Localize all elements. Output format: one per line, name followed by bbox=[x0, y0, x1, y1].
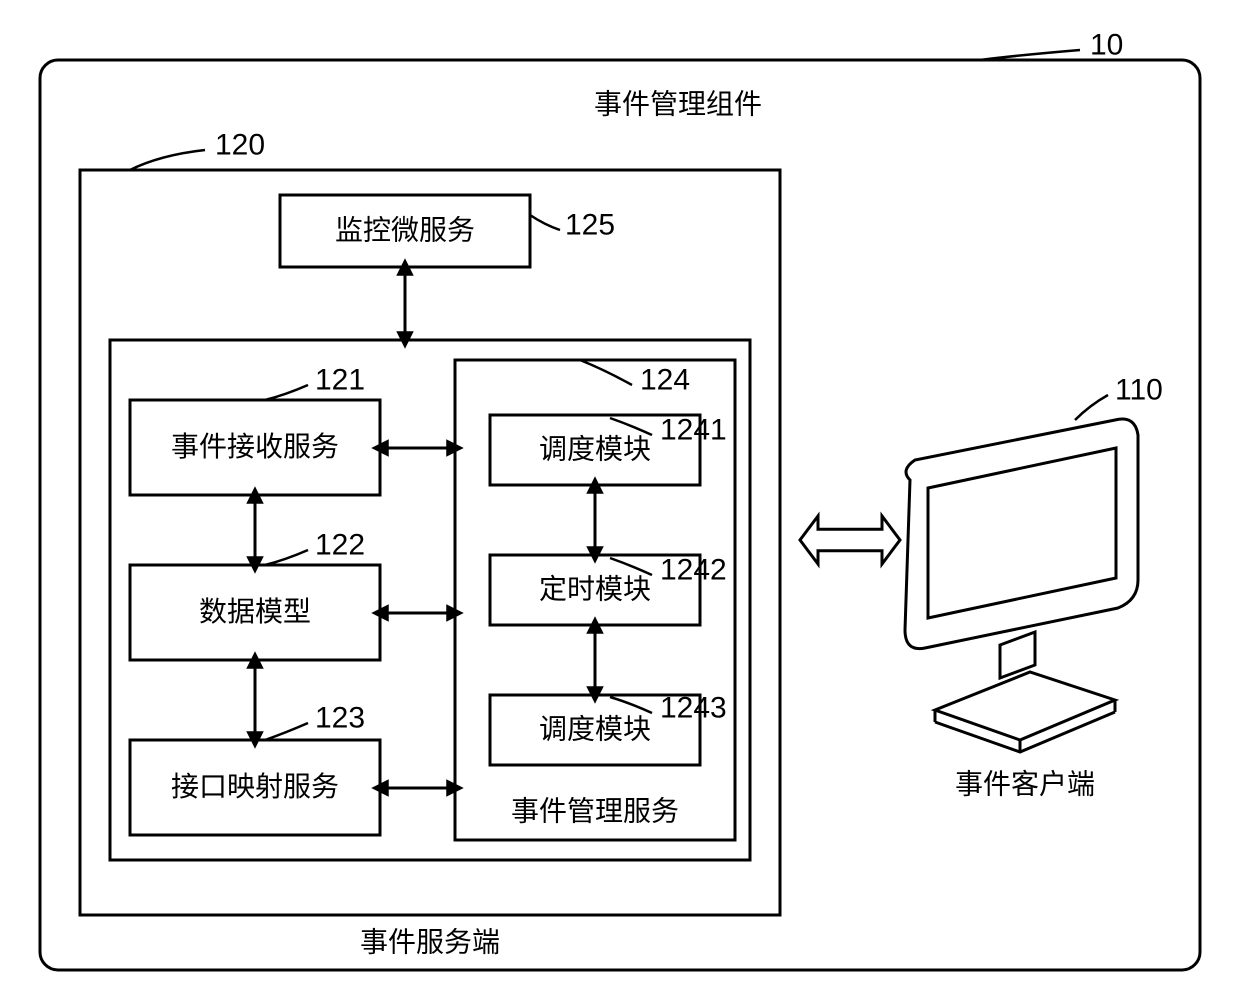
sched2-box-label: 调度模块 bbox=[539, 714, 651, 746]
ref-125: 125 bbox=[565, 209, 615, 242]
ref-1243: 1243 bbox=[660, 692, 727, 725]
ref-110: 110 bbox=[1115, 374, 1163, 407]
monitor-box-label: 监控微服务 bbox=[335, 215, 475, 247]
ref-122: 122 bbox=[315, 529, 365, 562]
mgmt-box-label: 事件管理服务 bbox=[511, 796, 679, 828]
server-title: 事件服务端 bbox=[360, 927, 500, 959]
timer-box-label: 定时模块 bbox=[539, 574, 651, 606]
ref-124: 124 bbox=[640, 364, 690, 397]
diagram-canvas: 事件管理组件事件服务端 监控微服务事件管理服务 事件接收服务数据模型接口映射服务 调度… bbox=[0, 0, 1240, 1000]
ref-121: 121 bbox=[315, 364, 365, 397]
map-box-label: 接口映射服务 bbox=[171, 771, 339, 803]
client-label: 事件客户端 bbox=[955, 769, 1095, 801]
sched1-box-label: 调度模块 bbox=[539, 434, 651, 466]
ref-1242: 1242 bbox=[660, 554, 727, 587]
model-box-label: 数据模型 bbox=[199, 596, 311, 628]
outer-title: 事件管理组件 bbox=[594, 89, 762, 121]
ref-123: 123 bbox=[315, 702, 365, 735]
ref-120: 120 bbox=[215, 129, 265, 162]
ref-1241: 1241 bbox=[660, 414, 727, 447]
ref-10: 10 bbox=[1090, 29, 1123, 62]
recv-box-label: 事件接收服务 bbox=[171, 431, 339, 463]
